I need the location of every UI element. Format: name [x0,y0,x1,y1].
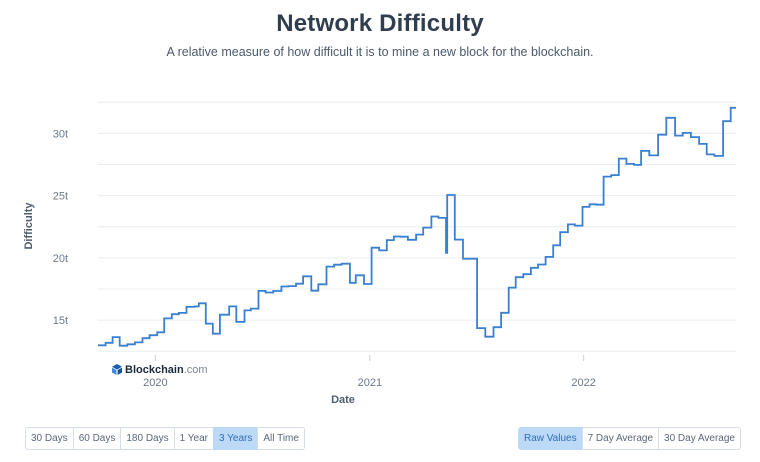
difficulty-series-line [98,106,736,347]
y-axis-title: Difficulty [23,202,35,250]
page-title: Network Difficulty [276,10,484,37]
y-tick-label: 30t [53,128,68,140]
brand-watermark: Blockchain.com [112,364,208,376]
range-all-time-button[interactable]: All Time [257,427,305,450]
y-tick-label: 20t [53,253,68,265]
value-mode-selector: Raw Values 7 Day Average 30 Day Average [517,427,741,450]
x-tick-label: 2020 [143,377,167,389]
x-axis-title: Date [331,394,355,406]
y-tick-label: 25t [53,191,68,203]
x-tick-label: 2021 [358,377,382,389]
svg-text:Blockchain.com: Blockchain.com [125,364,208,376]
brand-suffix: .com [184,364,208,376]
x-axis-ticks: 2020 2021 2022 [143,355,596,389]
time-range-selector: 30 Days 60 Days 180 Days 1 Year 3 Years All T… [25,427,305,450]
page-subtitle: A relative measure of how difficult it i… [166,45,594,59]
range-30-days-button[interactable]: 30 Days [25,427,74,450]
range-60-days-button[interactable]: 60 Days [72,427,122,450]
range-180-days-button[interactable]: 180 Days [120,427,175,450]
range-3-years-button[interactable]: 3 Years [213,427,259,450]
brand-name: Blockchain [125,364,184,376]
x-tick-label: 2022 [571,377,595,389]
mode-7-day-average-button[interactable]: 7 Day Average [581,427,660,450]
mode-30-day-average-button[interactable]: 30 Day Average [658,427,741,450]
y-tick-label: 15t [53,315,68,327]
mode-raw-values-button[interactable]: Raw Values [517,427,583,450]
y-axis-ticks: 15t 20t 25t 30t [53,128,68,327]
blockchain-logo-icon [112,364,122,375]
chart-grid [98,101,736,352]
range-1-year-button[interactable]: 1 Year [173,427,214,450]
